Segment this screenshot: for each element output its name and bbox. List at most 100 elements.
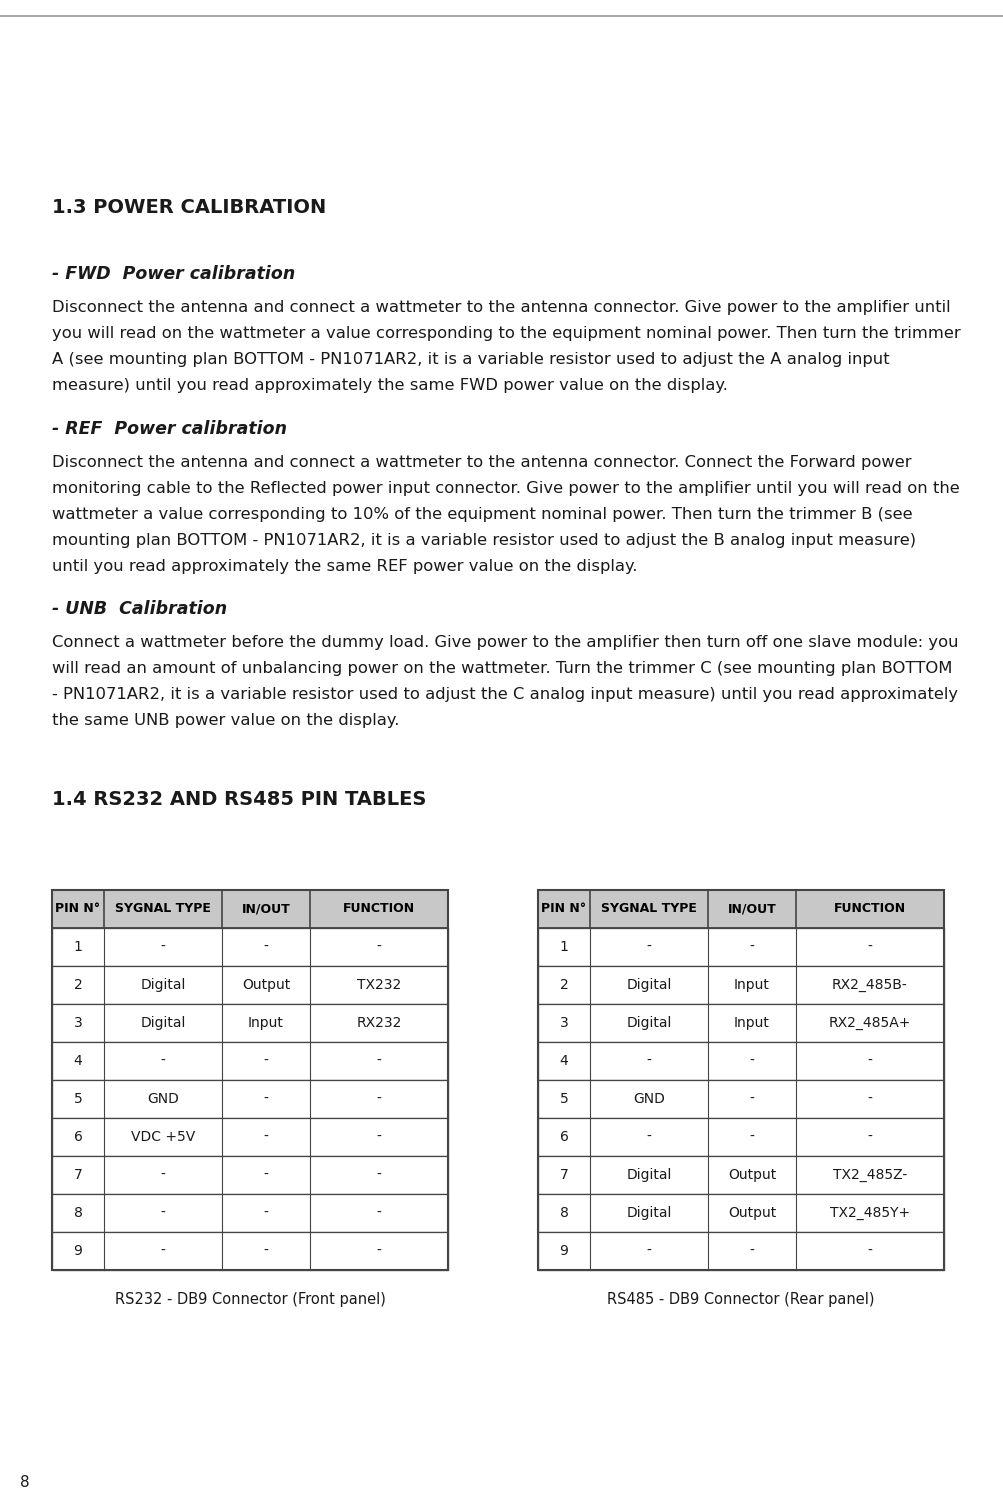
Text: IN/OUT: IN/OUT: [242, 902, 290, 916]
Text: TX232: TX232: [356, 978, 401, 993]
FancyBboxPatch shape: [52, 928, 447, 966]
Text: 5: 5: [73, 1092, 82, 1105]
Text: -: -: [749, 1054, 753, 1068]
FancyBboxPatch shape: [52, 1157, 447, 1194]
Text: Input: Input: [248, 1017, 284, 1030]
Text: RX232: RX232: [356, 1017, 401, 1030]
Text: -: -: [264, 1244, 268, 1257]
FancyBboxPatch shape: [52, 1042, 447, 1080]
Text: Digital: Digital: [626, 1017, 671, 1030]
Text: -: -: [376, 1130, 381, 1145]
FancyBboxPatch shape: [538, 928, 943, 966]
Text: 5: 5: [559, 1092, 568, 1105]
Text: SYGNAL TYPE: SYGNAL TYPE: [601, 902, 696, 916]
FancyBboxPatch shape: [52, 890, 447, 928]
Text: -: -: [376, 940, 381, 954]
Text: you will read on the wattmeter a value corresponding to the equipment nominal po: you will read on the wattmeter a value c…: [52, 326, 960, 341]
Text: - FWD  Power calibration: - FWD Power calibration: [52, 265, 295, 283]
Text: until you read approximately the same REF power value on the display.: until you read approximately the same RE…: [52, 559, 637, 575]
Text: 8: 8: [20, 1475, 30, 1490]
FancyBboxPatch shape: [538, 1157, 943, 1194]
Text: - PN1071AR2, it is a variable resistor used to adjust the C analog input measure: - PN1071AR2, it is a variable resistor u…: [52, 687, 957, 702]
Text: Disconnect the antenna and connect a wattmeter to the antenna connector. Connect: Disconnect the antenna and connect a wat…: [52, 456, 911, 469]
Text: 4: 4: [559, 1054, 568, 1068]
FancyBboxPatch shape: [538, 1194, 943, 1232]
Text: 2: 2: [73, 978, 82, 993]
Text: -: -: [867, 1244, 872, 1257]
Text: Digital: Digital: [626, 1206, 671, 1220]
Text: 8: 8: [73, 1206, 82, 1220]
Text: A (see mounting plan BOTTOM - PN1071AR2, it is a variable resistor used to adjus: A (see mounting plan BOTTOM - PN1071AR2,…: [52, 352, 889, 367]
Text: mounting plan BOTTOM - PN1071AR2, it is a variable resistor used to adjust the B: mounting plan BOTTOM - PN1071AR2, it is …: [52, 532, 915, 547]
Text: Digital: Digital: [626, 1169, 671, 1182]
Text: measure) until you read approximately the same FWD power value on the display.: measure) until you read approximately th…: [52, 378, 727, 393]
Text: GND: GND: [633, 1092, 664, 1105]
Text: -: -: [867, 940, 872, 954]
Text: PIN N°: PIN N°: [55, 902, 100, 916]
FancyBboxPatch shape: [538, 966, 943, 1005]
FancyBboxPatch shape: [52, 1080, 447, 1117]
FancyBboxPatch shape: [538, 890, 943, 928]
Text: PIN N°: PIN N°: [541, 902, 586, 916]
FancyBboxPatch shape: [52, 966, 447, 1005]
Text: Output: Output: [727, 1206, 775, 1220]
Text: -: -: [160, 1206, 165, 1220]
FancyBboxPatch shape: [52, 1005, 447, 1042]
Text: Digital: Digital: [140, 1017, 186, 1030]
Text: wattmeter a value corresponding to 10% of the equipment nominal power. Then turn: wattmeter a value corresponding to 10% o…: [52, 507, 912, 522]
Text: RX2_485B-: RX2_485B-: [831, 978, 907, 993]
Text: - REF  Power calibration: - REF Power calibration: [52, 420, 287, 438]
Text: 1.3 POWER CALIBRATION: 1.3 POWER CALIBRATION: [52, 199, 326, 217]
Text: 1: 1: [73, 940, 82, 954]
Text: Output: Output: [242, 978, 290, 993]
Text: RX2_485A+: RX2_485A+: [828, 1017, 911, 1030]
Text: 4: 4: [73, 1054, 82, 1068]
Text: -: -: [264, 1130, 268, 1145]
Text: -: -: [376, 1244, 381, 1257]
Text: 9: 9: [559, 1244, 568, 1257]
Text: 1.4 RS232 AND RS485 PIN TABLES: 1.4 RS232 AND RS485 PIN TABLES: [52, 790, 426, 809]
Text: -: -: [264, 1054, 268, 1068]
Text: FUNCTION: FUNCTION: [833, 902, 905, 916]
Text: -: -: [160, 1244, 165, 1257]
Text: -: -: [646, 1244, 651, 1257]
Text: Input: Input: [733, 1017, 769, 1030]
Text: RS485 - DB9 Connector (Rear panel): RS485 - DB9 Connector (Rear panel): [607, 1292, 874, 1307]
Text: -: -: [376, 1206, 381, 1220]
Text: -: -: [376, 1054, 381, 1068]
Text: 2: 2: [559, 978, 568, 993]
Text: TX2_485Z-: TX2_485Z-: [832, 1169, 907, 1182]
Text: -: -: [160, 1169, 165, 1182]
Text: -: -: [646, 1130, 651, 1145]
FancyBboxPatch shape: [52, 1194, 447, 1232]
Text: monitoring cable to the Reflected power input connector. Give power to the ampli: monitoring cable to the Reflected power …: [52, 481, 959, 496]
Text: 3: 3: [559, 1017, 568, 1030]
Text: -: -: [376, 1092, 381, 1105]
Text: Disconnect the antenna and connect a wattmeter to the antenna connector. Give po: Disconnect the antenna and connect a wat…: [52, 299, 950, 314]
FancyBboxPatch shape: [538, 1080, 943, 1117]
Text: Digital: Digital: [626, 978, 671, 993]
FancyBboxPatch shape: [538, 1117, 943, 1157]
Text: - UNB  Calibration: - UNB Calibration: [52, 600, 227, 618]
Text: -: -: [867, 1054, 872, 1068]
Text: -: -: [749, 1092, 753, 1105]
Text: SYGNAL TYPE: SYGNAL TYPE: [115, 902, 211, 916]
Text: the same UNB power value on the display.: the same UNB power value on the display.: [52, 713, 399, 728]
Text: 1: 1: [559, 940, 568, 954]
Text: 7: 7: [559, 1169, 568, 1182]
Text: TX2_485Y+: TX2_485Y+: [829, 1206, 909, 1220]
Text: -: -: [749, 940, 753, 954]
Text: Output: Output: [727, 1169, 775, 1182]
Text: FUNCTION: FUNCTION: [343, 902, 414, 916]
Text: -: -: [160, 940, 165, 954]
FancyBboxPatch shape: [538, 1005, 943, 1042]
Text: 6: 6: [73, 1130, 82, 1145]
Text: -: -: [264, 1169, 268, 1182]
Text: IN/OUT: IN/OUT: [727, 902, 775, 916]
Text: -: -: [376, 1169, 381, 1182]
Text: 7: 7: [73, 1169, 82, 1182]
Text: -: -: [264, 1092, 268, 1105]
FancyBboxPatch shape: [538, 1042, 943, 1080]
FancyBboxPatch shape: [538, 1232, 943, 1269]
Text: -: -: [646, 940, 651, 954]
